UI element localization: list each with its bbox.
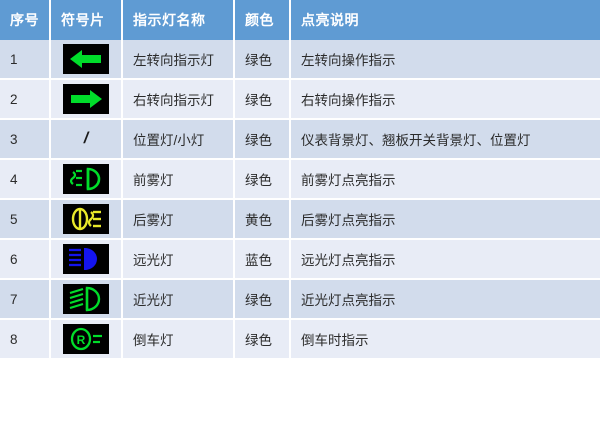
cell-lamp-color: 黄色 <box>234 199 291 240</box>
cell-lamp-color: 绿色 <box>234 40 291 80</box>
column-header-symbol: 符号片 <box>50 0 123 40</box>
cell-description: 后雾灯点亮指示 <box>290 199 600 240</box>
column-header-seq: 序号 <box>0 0 51 40</box>
rear-fog-lamp-icon <box>63 204 109 234</box>
cell-symbol <box>50 279 123 320</box>
cell-lamp-color: 绿色 <box>234 279 291 320</box>
cell-symbol <box>50 159 123 200</box>
cell-sequence-number: 2 <box>0 79 51 120</box>
column-header-description: 点亮说明 <box>290 0 600 40</box>
cell-symbol <box>50 199 123 240</box>
right-turn-arrow-icon <box>63 84 109 114</box>
cell-symbol <box>50 79 123 120</box>
cell-lamp-name: 左转向指示灯 <box>122 40 235 80</box>
cell-lamp-name: 近光灯 <box>122 279 235 320</box>
table-row: 3 / 位置灯/小灯 绿色 仪表背景灯、翘板开关背景灯、位置灯 <box>0 119 600 160</box>
table-row: 8 R 倒车灯 绿色 倒车时指示 <box>0 319 600 360</box>
reverse-lamp-icon: R <box>63 324 109 354</box>
cell-symbol: R <box>50 319 123 360</box>
table-row: 5 后雾灯 黄色 后雾灯点亮指示 <box>0 199 600 240</box>
slash-placeholder-icon: / <box>83 130 89 147</box>
table-row: 7 近光灯 绿色 近光灯点亮指示 <box>0 279 600 320</box>
front-fog-lamp-icon <box>63 164 109 194</box>
cell-symbol <box>50 239 123 280</box>
table-row: 4 前雾灯 绿色 前雾灯点亮指示 <box>0 159 600 200</box>
cell-lamp-color: 绿色 <box>234 79 291 120</box>
table-row: 2 右转向指示灯 绿色 右转向操作指示 <box>0 79 600 120</box>
low-beam-icon <box>63 284 109 314</box>
high-beam-icon <box>63 244 109 274</box>
cell-description: 右转向操作指示 <box>290 79 600 120</box>
cell-lamp-name: 后雾灯 <box>122 199 235 240</box>
cell-lamp-name: 右转向指示灯 <box>122 79 235 120</box>
cell-lamp-name: 前雾灯 <box>122 159 235 200</box>
left-turn-arrow-icon <box>63 44 109 74</box>
cell-sequence-number: 4 <box>0 159 51 200</box>
cell-description: 左转向操作指示 <box>290 40 600 80</box>
cell-sequence-number: 3 <box>0 119 51 160</box>
cell-symbol <box>50 40 123 80</box>
column-header-color: 颜色 <box>234 0 291 40</box>
cell-lamp-name: 远光灯 <box>122 239 235 280</box>
cell-description: 近光灯点亮指示 <box>290 279 600 320</box>
cell-description: 仪表背景灯、翘板开关背景灯、位置灯 <box>290 119 600 160</box>
cell-sequence-number: 6 <box>0 239 51 280</box>
table-row: 1 左转向指示灯 绿色 左转向操作指示 <box>0 40 600 80</box>
cell-sequence-number: 8 <box>0 319 51 360</box>
cell-sequence-number: 5 <box>0 199 51 240</box>
cell-description: 倒车时指示 <box>290 319 600 360</box>
cell-description: 前雾灯点亮指示 <box>290 159 600 200</box>
cell-lamp-name: 倒车灯 <box>122 319 235 360</box>
cell-symbol: / <box>50 119 123 160</box>
cell-sequence-number: 7 <box>0 279 51 320</box>
cell-sequence-number: 1 <box>0 40 51 80</box>
cell-description: 远光灯点亮指示 <box>290 239 600 280</box>
cell-lamp-color: 绿色 <box>234 319 291 360</box>
cell-lamp-color: 绿色 <box>234 159 291 200</box>
header-row: 序号 符号片 指示灯名称 颜色 点亮说明 <box>0 0 600 40</box>
cell-lamp-color: 蓝色 <box>234 239 291 280</box>
svg-text:R: R <box>77 333 86 347</box>
indicator-lamp-table: 序号 符号片 指示灯名称 颜色 点亮说明 1 左转向指示灯 绿色 左转向操作指示 2 右转… <box>0 0 600 360</box>
table-body: 1 左转向指示灯 绿色 左转向操作指示 2 右转向指示灯 绿色 右转向操作指示 3/位置灯/小灯… <box>0 40 600 360</box>
table-header: 序号 符号片 指示灯名称 颜色 点亮说明 <box>0 0 600 40</box>
table-row: 6 远光灯 蓝色 远光灯点亮指示 <box>0 239 600 280</box>
cell-lamp-color: 绿色 <box>234 119 291 160</box>
column-header-name: 指示灯名称 <box>122 0 235 40</box>
cell-lamp-name: 位置灯/小灯 <box>122 119 235 160</box>
